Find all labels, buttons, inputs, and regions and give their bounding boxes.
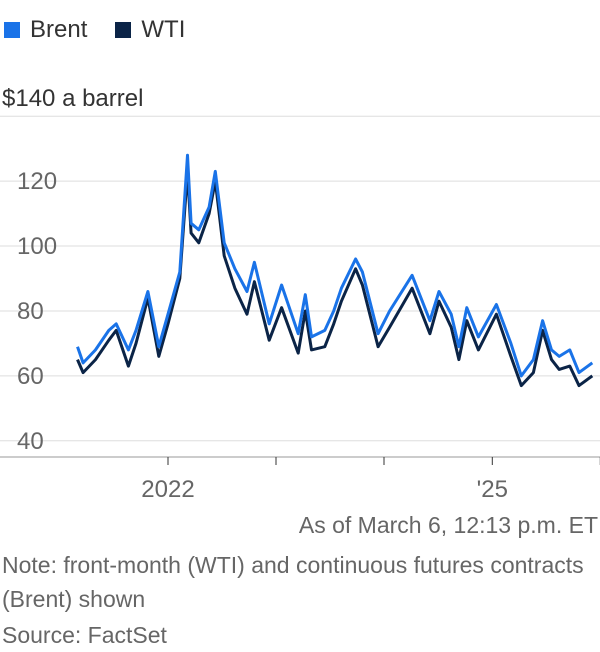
legend: Brent WTI [4,16,213,44]
y-tick-label-40: 40 [17,428,44,455]
legend-swatch-brent [4,22,20,38]
y-tick-label-100: 100 [17,233,57,260]
line-chart: 40 60 80 100 120 $140 a barrel 2022 '25 [0,85,600,503]
as-of-timestamp: As of March 6, 12:13 p.m. ET [298,512,598,538]
legend-item-wti[interactable]: WTI [115,16,185,44]
chart-note: Note: front-month (WTI) and continuous f… [2,552,584,612]
series-line-brent [76,153,594,378]
y-tick-label-120: 120 [17,168,57,195]
x-tick-label-1: '25 [477,476,508,503]
legend-swatch-wti [115,22,132,38]
y-unit-label: $140 a barrel [2,85,143,112]
y-tick-label-80: 80 [17,298,44,325]
series-line-wti [76,169,594,388]
legend-label-brent: Brent [30,16,88,43]
chart-source: Source: FactSet [2,622,167,648]
y-tick-label-60: 60 [17,363,44,390]
legend-label-wti: WTI [141,16,186,43]
x-tick-label-0: 2022 [141,476,194,503]
legend-item-brent[interactable]: Brent [4,16,87,44]
